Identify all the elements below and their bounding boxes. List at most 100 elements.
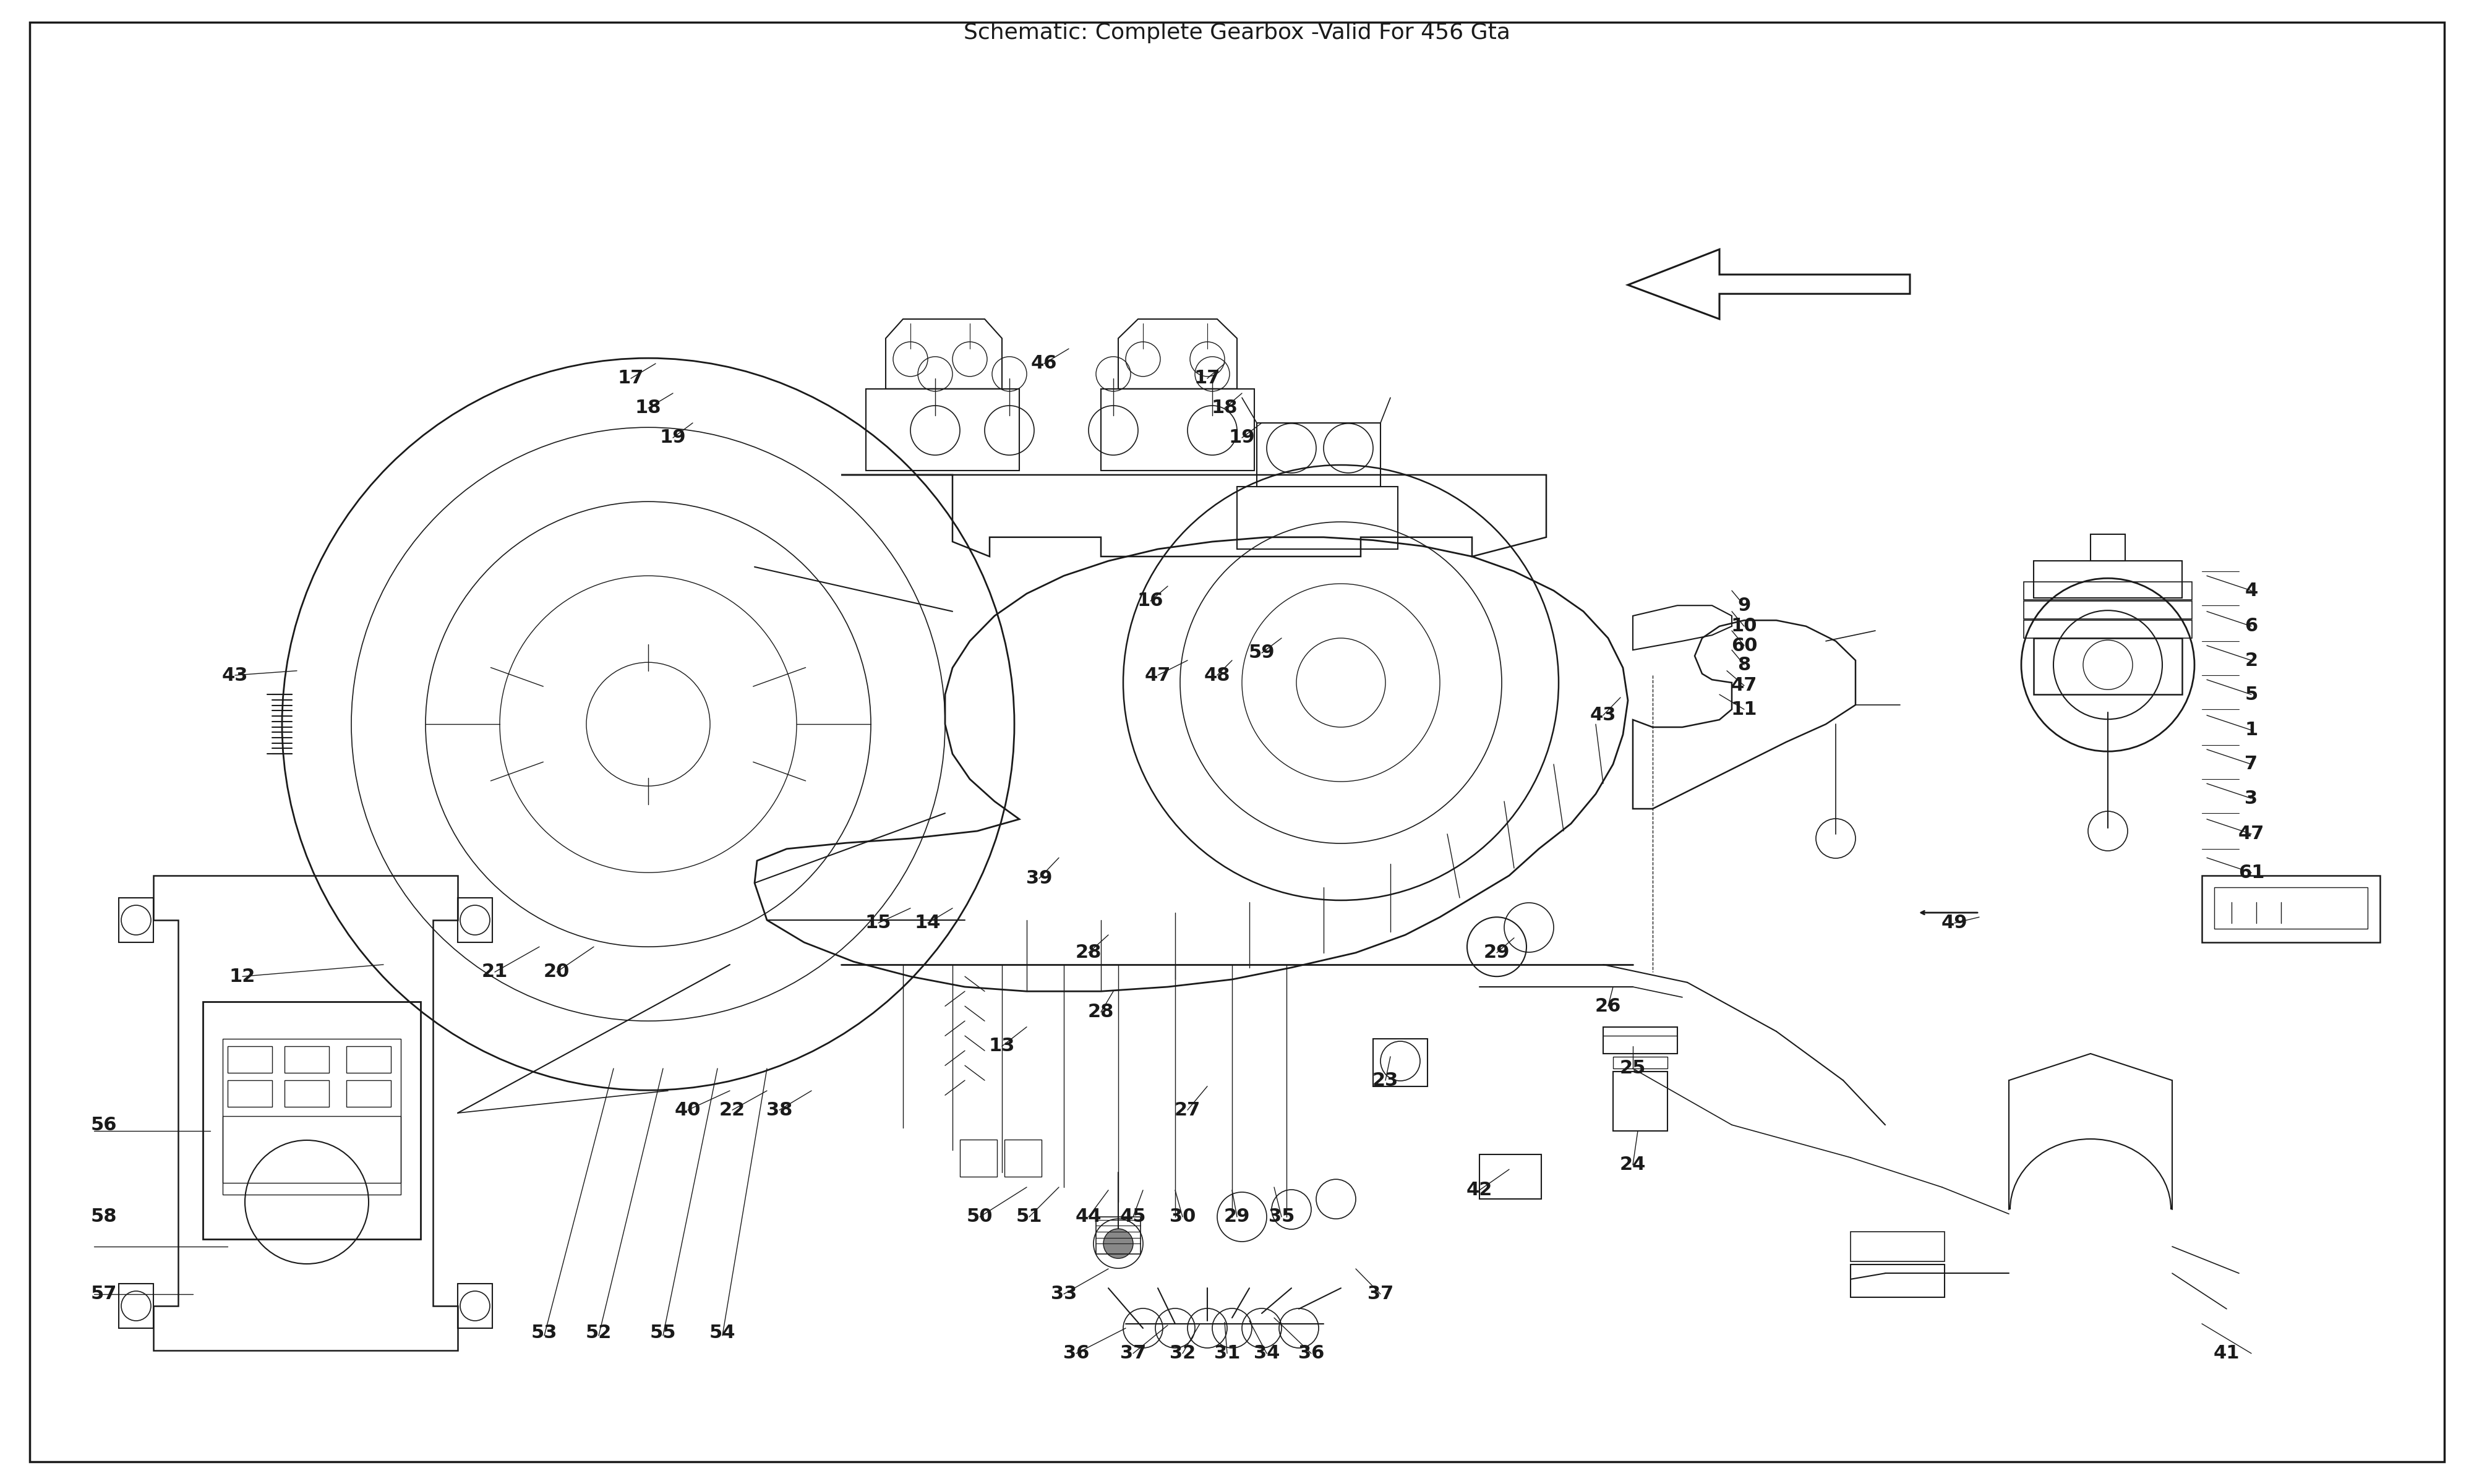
Text: 21: 21 <box>482 963 507 981</box>
Bar <box>223 1116 401 1183</box>
Text: 33: 33 <box>1051 1285 1076 1303</box>
Bar <box>1613 1071 1667 1131</box>
Text: 45: 45 <box>1121 1208 1145 1226</box>
Bar <box>285 1046 329 1073</box>
Text: 36: 36 <box>1064 1345 1089 1362</box>
Text: 40: 40 <box>675 1101 700 1119</box>
Bar <box>1851 1232 1945 1261</box>
Text: 16: 16 <box>1138 592 1163 610</box>
Text: 42: 42 <box>1467 1181 1492 1199</box>
Text: 51: 51 <box>1017 1208 1042 1226</box>
Bar <box>2024 601 2192 619</box>
Bar <box>1237 487 1398 549</box>
Bar <box>2024 582 2192 600</box>
Text: 19: 19 <box>661 429 685 447</box>
Text: 7: 7 <box>2244 755 2259 773</box>
Text: 3: 3 <box>2244 789 2259 807</box>
Text: 48: 48 <box>1205 666 1230 684</box>
Bar <box>1101 389 1254 470</box>
Text: 11: 11 <box>1732 700 1757 718</box>
Bar <box>223 1039 401 1195</box>
Text: 31: 31 <box>1215 1345 1239 1362</box>
Text: 20: 20 <box>544 963 569 981</box>
Circle shape <box>1103 1229 1133 1258</box>
Text: 60: 60 <box>1732 637 1757 654</box>
Text: 6: 6 <box>2244 617 2259 635</box>
Text: 13: 13 <box>990 1037 1014 1055</box>
Text: 18: 18 <box>636 399 661 417</box>
Text: 29: 29 <box>1484 944 1509 962</box>
Text: 46: 46 <box>1032 355 1056 372</box>
Bar <box>2024 620 2192 638</box>
Bar <box>1096 1217 1141 1254</box>
Text: 61: 61 <box>2239 864 2264 881</box>
Bar <box>228 1080 272 1107</box>
Bar <box>346 1080 391 1107</box>
Text: 26: 26 <box>1596 997 1620 1015</box>
Bar <box>2214 887 2368 929</box>
Bar <box>203 1002 421 1239</box>
Text: 56: 56 <box>92 1116 116 1134</box>
Text: 28: 28 <box>1076 944 1101 962</box>
Text: 47: 47 <box>1732 677 1757 695</box>
Text: 53: 53 <box>532 1324 557 1342</box>
Text: 47: 47 <box>1145 666 1170 684</box>
Text: 39: 39 <box>1027 870 1051 887</box>
Bar <box>960 1140 997 1177</box>
Text: 27: 27 <box>1175 1101 1200 1119</box>
Bar <box>1851 1264 1945 1297</box>
Text: 44: 44 <box>1076 1208 1101 1226</box>
Text: 4: 4 <box>2244 582 2259 600</box>
Text: 37: 37 <box>1121 1345 1145 1362</box>
Text: 24: 24 <box>1620 1156 1645 1174</box>
Bar <box>1479 1155 1541 1199</box>
Text: 52: 52 <box>586 1324 611 1342</box>
Text: 12: 12 <box>230 968 255 985</box>
Bar <box>346 1046 391 1073</box>
Text: 58: 58 <box>92 1208 116 1226</box>
Bar <box>2091 534 2125 561</box>
Text: 23: 23 <box>1373 1071 1398 1089</box>
Text: 17: 17 <box>618 370 643 387</box>
Text: 8: 8 <box>1737 656 1752 674</box>
Text: 43: 43 <box>1591 706 1616 724</box>
Bar <box>2034 561 2182 598</box>
Text: 43: 43 <box>223 666 247 684</box>
Bar <box>285 1080 329 1107</box>
Text: 29: 29 <box>1225 1208 1249 1226</box>
Bar <box>1373 1039 1427 1086</box>
Text: 32: 32 <box>1170 1345 1195 1362</box>
Text: 30: 30 <box>1170 1208 1195 1226</box>
Text: 54: 54 <box>710 1324 735 1342</box>
Text: 14: 14 <box>915 914 940 932</box>
Bar <box>866 389 1019 470</box>
Bar <box>2202 876 2380 942</box>
Text: 50: 50 <box>967 1208 992 1226</box>
Text: 2: 2 <box>2244 651 2259 669</box>
Text: 19: 19 <box>1230 429 1254 447</box>
Text: 17: 17 <box>1195 370 1220 387</box>
Text: 49: 49 <box>1942 914 1967 932</box>
Text: 28: 28 <box>1089 1003 1113 1021</box>
Text: 55: 55 <box>651 1324 675 1342</box>
Text: 15: 15 <box>866 914 891 932</box>
Text: 9: 9 <box>1737 597 1752 614</box>
Text: 22: 22 <box>720 1101 745 1119</box>
Text: 57: 57 <box>92 1285 116 1303</box>
Text: 41: 41 <box>2214 1345 2239 1362</box>
Text: 18: 18 <box>1212 399 1237 417</box>
Text: 5: 5 <box>2244 686 2259 703</box>
Text: 37: 37 <box>1368 1285 1393 1303</box>
Text: Schematic: Complete Gearbox -Valid For 456 Gta: Schematic: Complete Gearbox -Valid For 4… <box>965 22 1509 43</box>
Text: 47: 47 <box>2239 825 2264 843</box>
Bar <box>1613 1057 1667 1068</box>
Text: 36: 36 <box>1299 1345 1324 1362</box>
Text: 34: 34 <box>1254 1345 1279 1362</box>
Bar <box>1603 1027 1677 1054</box>
Bar <box>2034 638 2182 695</box>
Text: 38: 38 <box>767 1101 792 1119</box>
Text: 35: 35 <box>1269 1208 1294 1226</box>
Text: 10: 10 <box>1732 617 1757 635</box>
Bar <box>1004 1140 1042 1177</box>
Text: 25: 25 <box>1620 1060 1645 1077</box>
